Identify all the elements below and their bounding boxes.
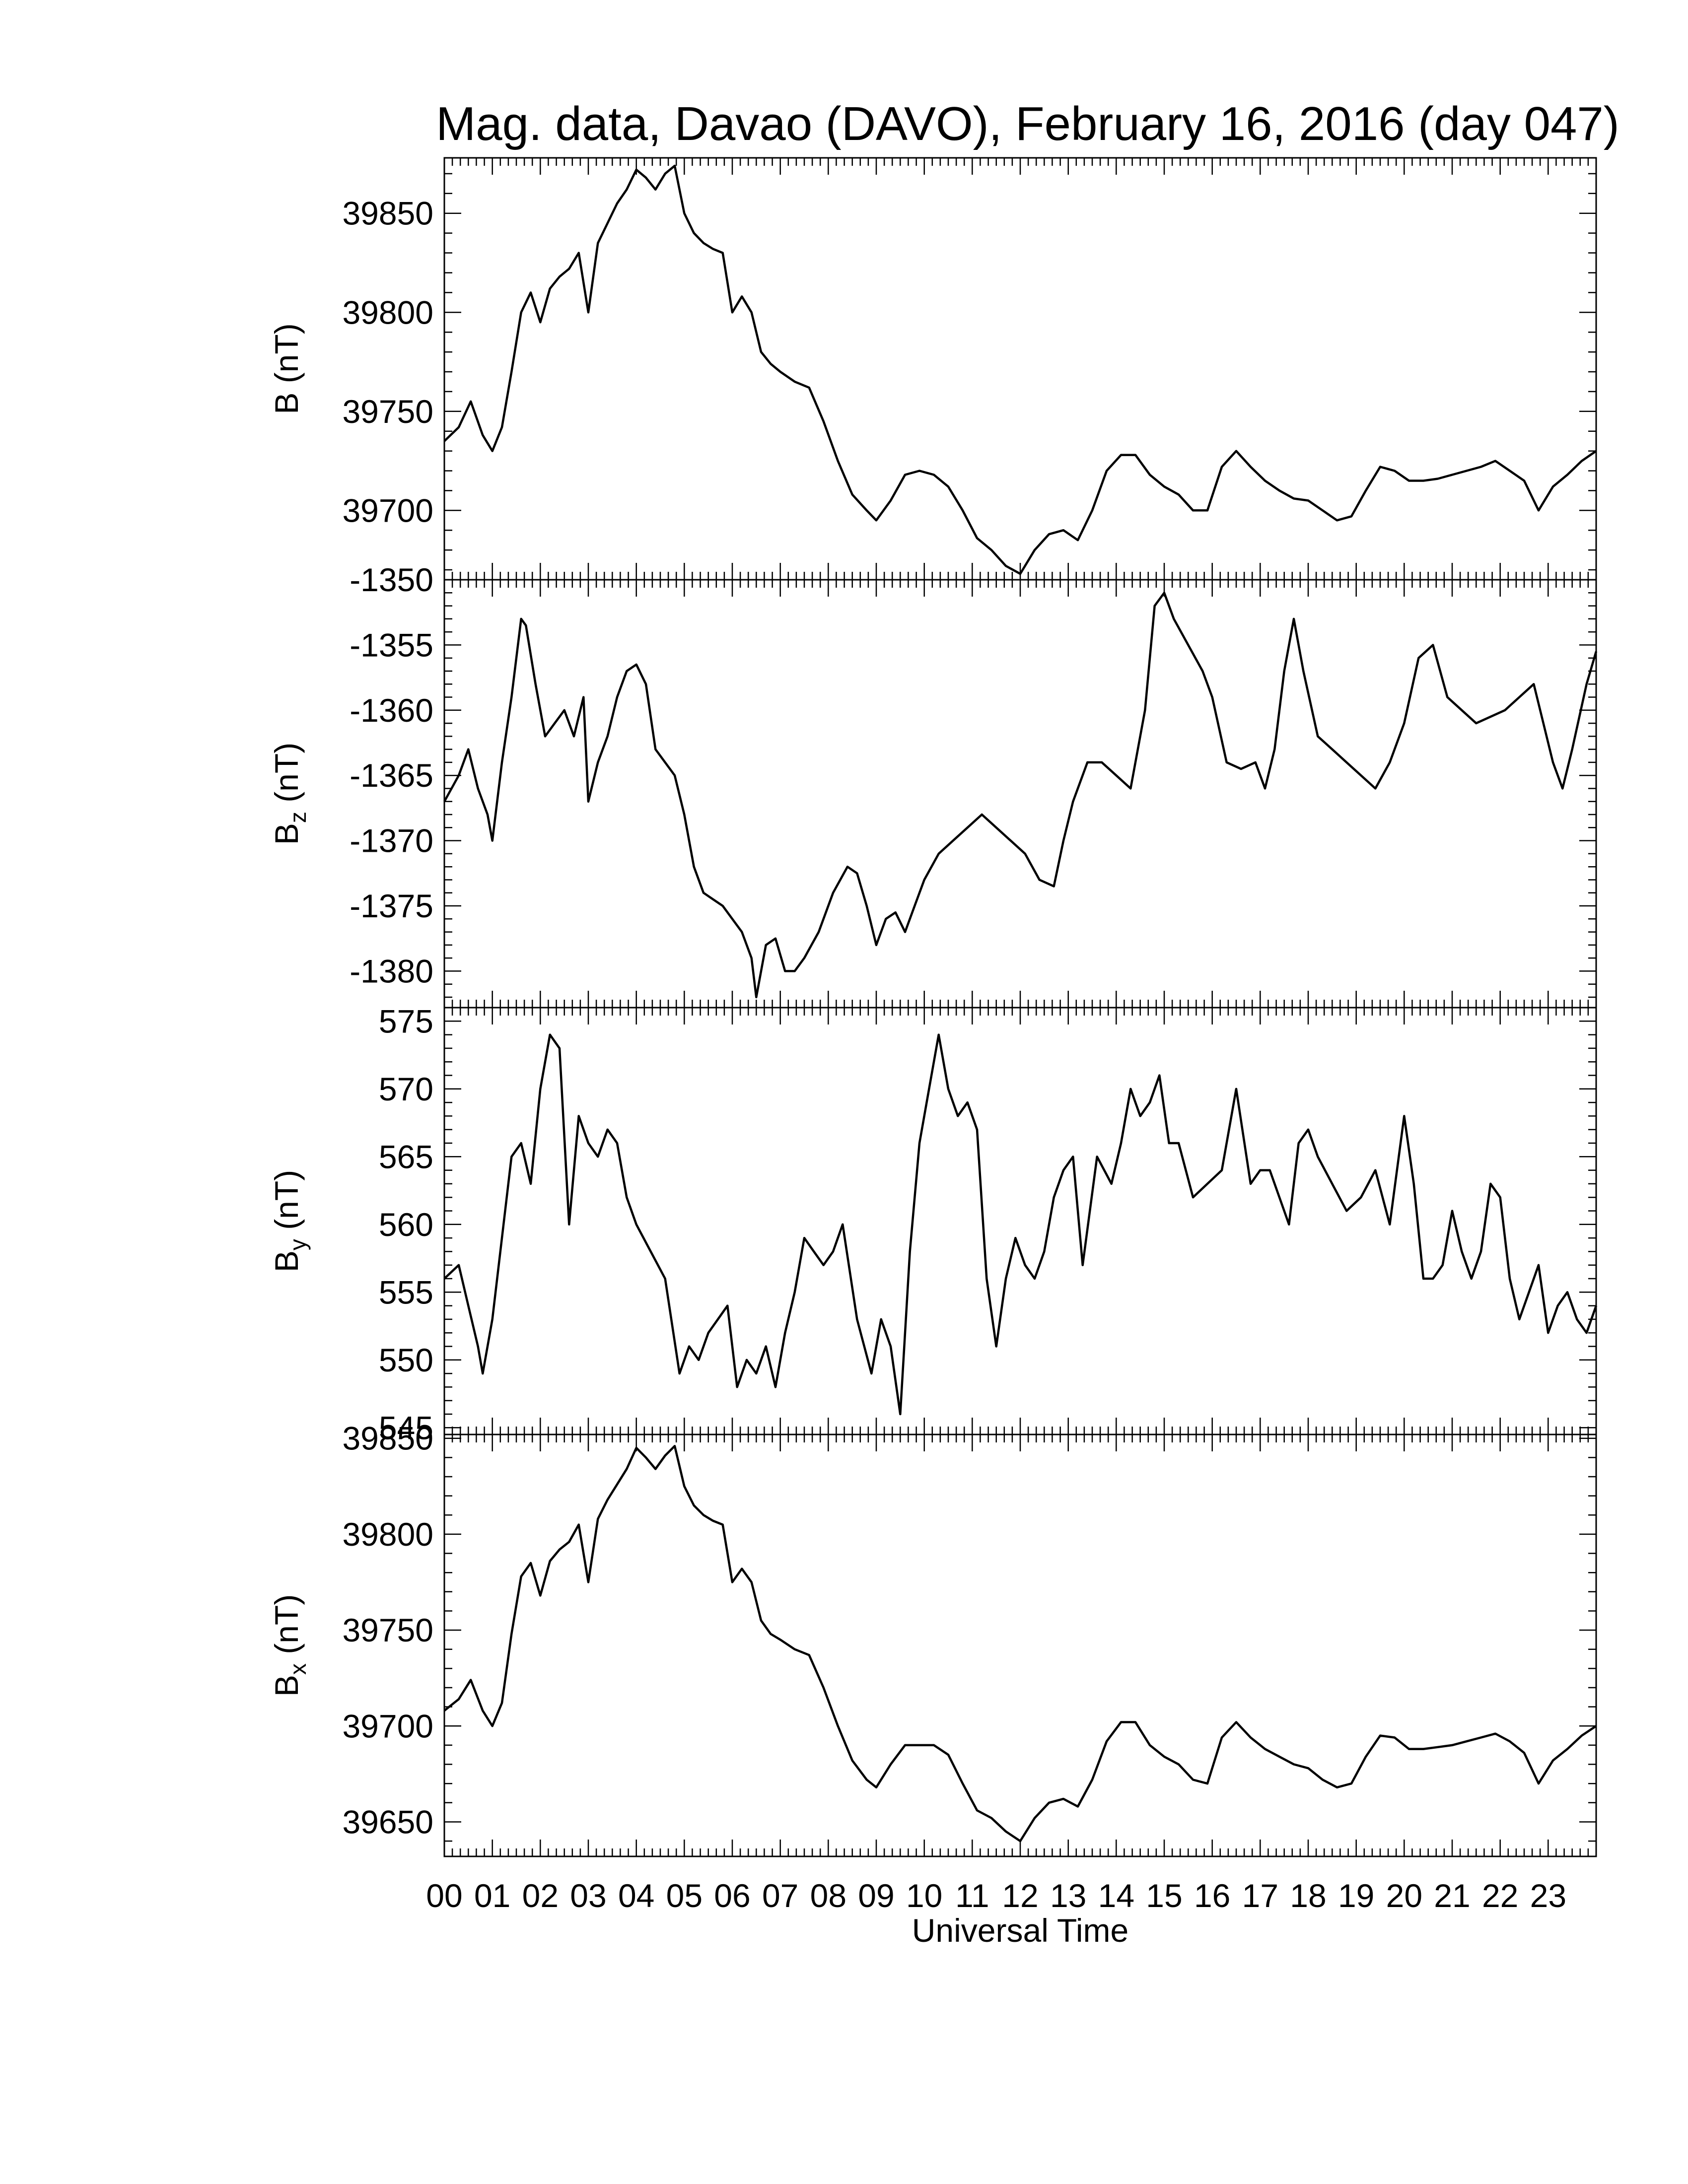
y-tick-label: 39650 <box>342 1803 433 1840</box>
panel-Bx: 39650 39700 39750 39800 39850 Bx (nT) <box>268 1420 1597 1857</box>
x-tick-label: 08 <box>810 1877 846 1914</box>
series-line-By <box>443 1033 1598 1416</box>
y-tick-label: 575 <box>379 1003 433 1039</box>
y-tick-marks <box>444 1437 1596 1842</box>
y-tick-label: 39700 <box>342 1707 433 1744</box>
plot-frame <box>443 1007 1597 1435</box>
y-tick-label: 545 <box>379 1409 433 1446</box>
x-tick-label: 07 <box>762 1877 798 1914</box>
y-tick-marks <box>444 1007 1596 1429</box>
x-axis: 00 01 02 03 04 05 06 07 08 09 10 11 12 13 14 15 16 17 18 19… <box>426 1877 1566 1914</box>
x-tick-label: 22 <box>1482 1877 1518 1914</box>
x-tick-marks <box>443 158 1597 580</box>
x-tick-label: 16 <box>1194 1877 1230 1914</box>
x-tick-label: 21 <box>1434 1877 1470 1914</box>
y-tick-label: -1370 <box>350 822 433 859</box>
y-tick-label: 39800 <box>342 1516 433 1553</box>
y-tick-label: -1375 <box>350 887 433 924</box>
y-tick-label: 565 <box>379 1138 433 1175</box>
x-tick-label: 12 <box>1002 1877 1038 1914</box>
x-tick-marks <box>443 1008 1597 1434</box>
x-tick-label: 04 <box>618 1877 654 1914</box>
y-tick-label: 39850 <box>342 1420 433 1457</box>
x-tick-label: 19 <box>1338 1877 1374 1914</box>
x-axis-label: Universal Time <box>912 1912 1128 1949</box>
x-tick-label: 06 <box>714 1877 750 1914</box>
y-tick-label: -1355 <box>350 626 433 663</box>
y-tick-label: 39750 <box>342 1612 433 1648</box>
x-tick-label: 13 <box>1050 1877 1086 1914</box>
x-tick-label: 23 <box>1530 1877 1566 1914</box>
y-tick-label: 550 <box>379 1342 433 1378</box>
y-tick-label: -1380 <box>350 953 433 989</box>
y-tick-label: 39700 <box>342 492 433 529</box>
y-tick-label: -1350 <box>350 561 433 598</box>
series-line-Bx <box>443 1444 1597 1843</box>
y-tick-label: -1360 <box>350 692 433 729</box>
y-tick-label: 39850 <box>342 195 433 232</box>
panels: 39700 39750 39800 39850 B (nT) -1380 -1375 -137… <box>268 157 1598 1857</box>
plot-frame <box>443 157 1597 581</box>
x-tick-label: 09 <box>858 1877 894 1914</box>
x-tick-marks <box>443 1434 1597 1856</box>
x-tick-label: 17 <box>1242 1877 1278 1914</box>
y-axis-label: Bz (nT) <box>268 743 311 845</box>
x-tick-label: 10 <box>906 1877 942 1914</box>
x-tick-label: 03 <box>570 1877 606 1914</box>
x-tick-label: 02 <box>522 1877 559 1914</box>
y-tick-label: 560 <box>379 1206 433 1243</box>
x-tick-label: 01 <box>474 1877 510 1914</box>
y-tick-label: -1365 <box>350 757 433 794</box>
y-tick-label: 570 <box>379 1071 433 1107</box>
plot-frame <box>443 579 1597 1009</box>
x-tick-label: 00 <box>426 1877 462 1914</box>
x-tick-label: 15 <box>1146 1877 1182 1914</box>
x-tick-label: 05 <box>666 1877 703 1914</box>
x-tick-label: 20 <box>1386 1877 1422 1914</box>
x-tick-label: 14 <box>1098 1877 1134 1914</box>
y-axis-label: B (nT) <box>268 323 305 414</box>
panel-Bz: -1380 -1375 -1370 -1365 -1360 -1355 -1350 Bz (n… <box>268 561 1598 1009</box>
y-tick-label: 39750 <box>342 393 433 430</box>
y-tick-marks <box>444 173 1596 571</box>
plot-frame <box>443 1433 1597 1857</box>
series-line-Bz <box>443 592 1598 999</box>
x-tick-label: 18 <box>1290 1877 1326 1914</box>
series-line-B <box>443 164 1597 575</box>
x-tick-label: 11 <box>955 1877 989 1914</box>
panel-B: 39700 39750 39800 39850 B (nT) <box>268 157 1597 581</box>
y-axis-label: Bx (nT) <box>268 1594 311 1697</box>
y-axis-label: By (nT) <box>268 1170 311 1272</box>
y-tick-label: 555 <box>379 1274 433 1310</box>
y-tick-marks <box>444 579 1596 998</box>
x-tick-marks <box>443 580 1597 1008</box>
y-tick-label: 39800 <box>342 294 433 331</box>
chart-title: Mag. data, Davao (DAVO), February 16, 20… <box>436 97 1619 150</box>
panel-By: 545 550 555 560 565 570 575 By (nT) <box>268 1003 1598 1446</box>
